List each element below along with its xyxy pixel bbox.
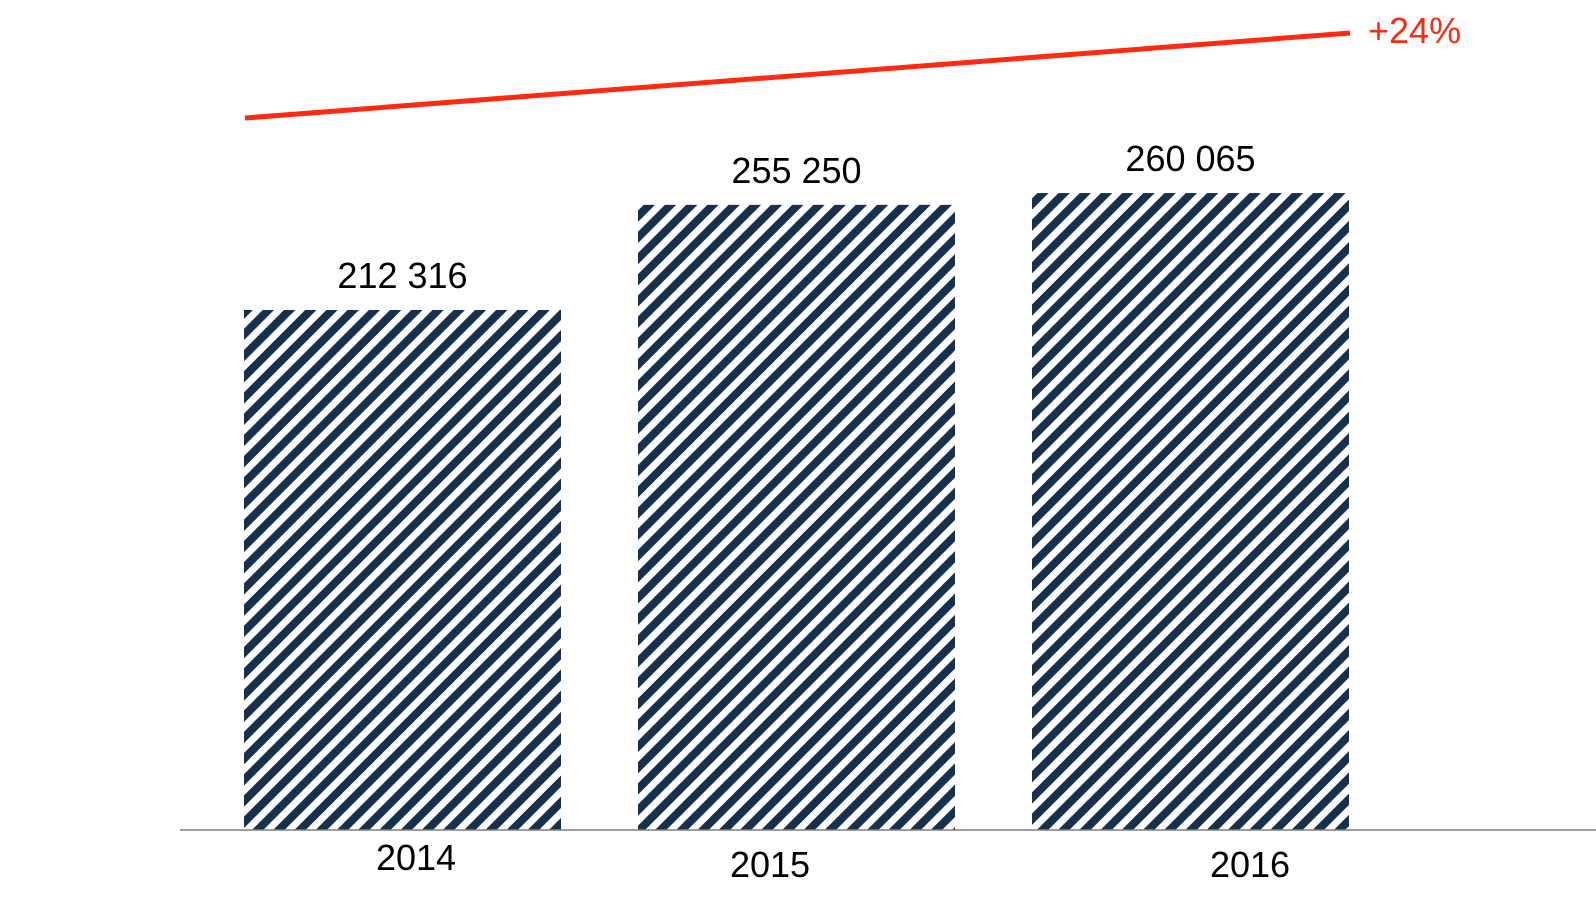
trend-line (244, 30, 1351, 121)
x-tick-label-2014: 2014 (376, 837, 456, 878)
data-labels-layer: 212 316 255 250 260 065 (337, 138, 1255, 296)
bar-2015 (638, 204, 955, 830)
x-tick-label-2015: 2015 (730, 844, 810, 885)
trend-layer: +24% (244, 10, 1461, 121)
x-tick-labels-layer: 2014 2015 2016 (376, 837, 1290, 885)
x-tick-label-2016: 2016 (1210, 844, 1290, 885)
data-label-2016: 260 065 (1125, 138, 1255, 179)
data-label-2015: 255 250 (731, 150, 861, 191)
bars-layer (244, 193, 1349, 830)
data-label-2014: 212 316 (337, 255, 467, 296)
bar-2016 (1032, 193, 1349, 830)
bar-2014 (244, 310, 561, 830)
trend-label: +24% (1368, 10, 1461, 51)
